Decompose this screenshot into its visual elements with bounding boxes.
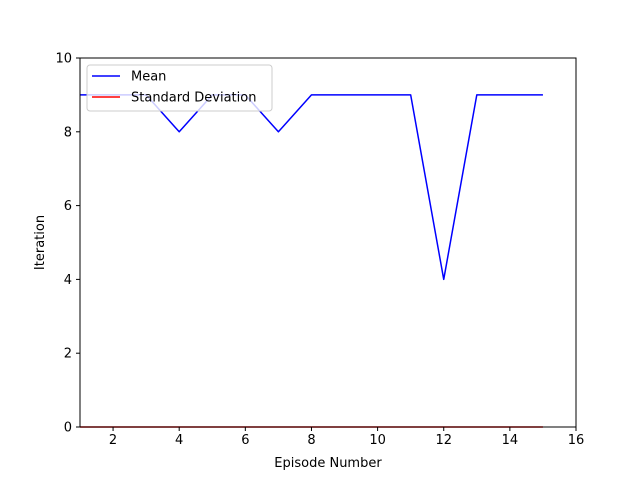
x-tick-label: 4 bbox=[175, 433, 183, 448]
x-tick-label: 2 bbox=[109, 433, 117, 448]
y-tick-label: 2 bbox=[64, 347, 72, 362]
y-axis-ticks: 0 2 4 6 8 10 bbox=[55, 52, 80, 436]
legend-box bbox=[86, 64, 273, 112]
x-tick-label: 16 bbox=[568, 433, 585, 448]
x-tick-label: 14 bbox=[502, 433, 519, 448]
x-axis-ticks: 2 4 6 8 10 12 14 16 bbox=[109, 427, 584, 448]
x-axis-label: Episode Number bbox=[274, 456, 382, 471]
y-axis-label: Iteration bbox=[33, 215, 48, 270]
y-tick-label: 6 bbox=[64, 199, 72, 214]
x-tick-label: 10 bbox=[369, 433, 386, 448]
y-tick-label: 0 bbox=[64, 421, 72, 436]
plot-frame bbox=[79, 57, 577, 428]
x-tick-label: 8 bbox=[307, 433, 315, 448]
legend-label: Mean bbox=[131, 70, 166, 85]
y-tick-label: 4 bbox=[64, 273, 72, 288]
legend-label: Standard Deviation bbox=[131, 91, 256, 106]
legend: Mean Standard Deviation bbox=[86, 64, 273, 112]
y-tick-label: 10 bbox=[55, 52, 72, 67]
y-tick-label: 8 bbox=[64, 125, 72, 140]
x-tick-label: 6 bbox=[241, 433, 249, 448]
x-tick-label: 12 bbox=[435, 433, 452, 448]
